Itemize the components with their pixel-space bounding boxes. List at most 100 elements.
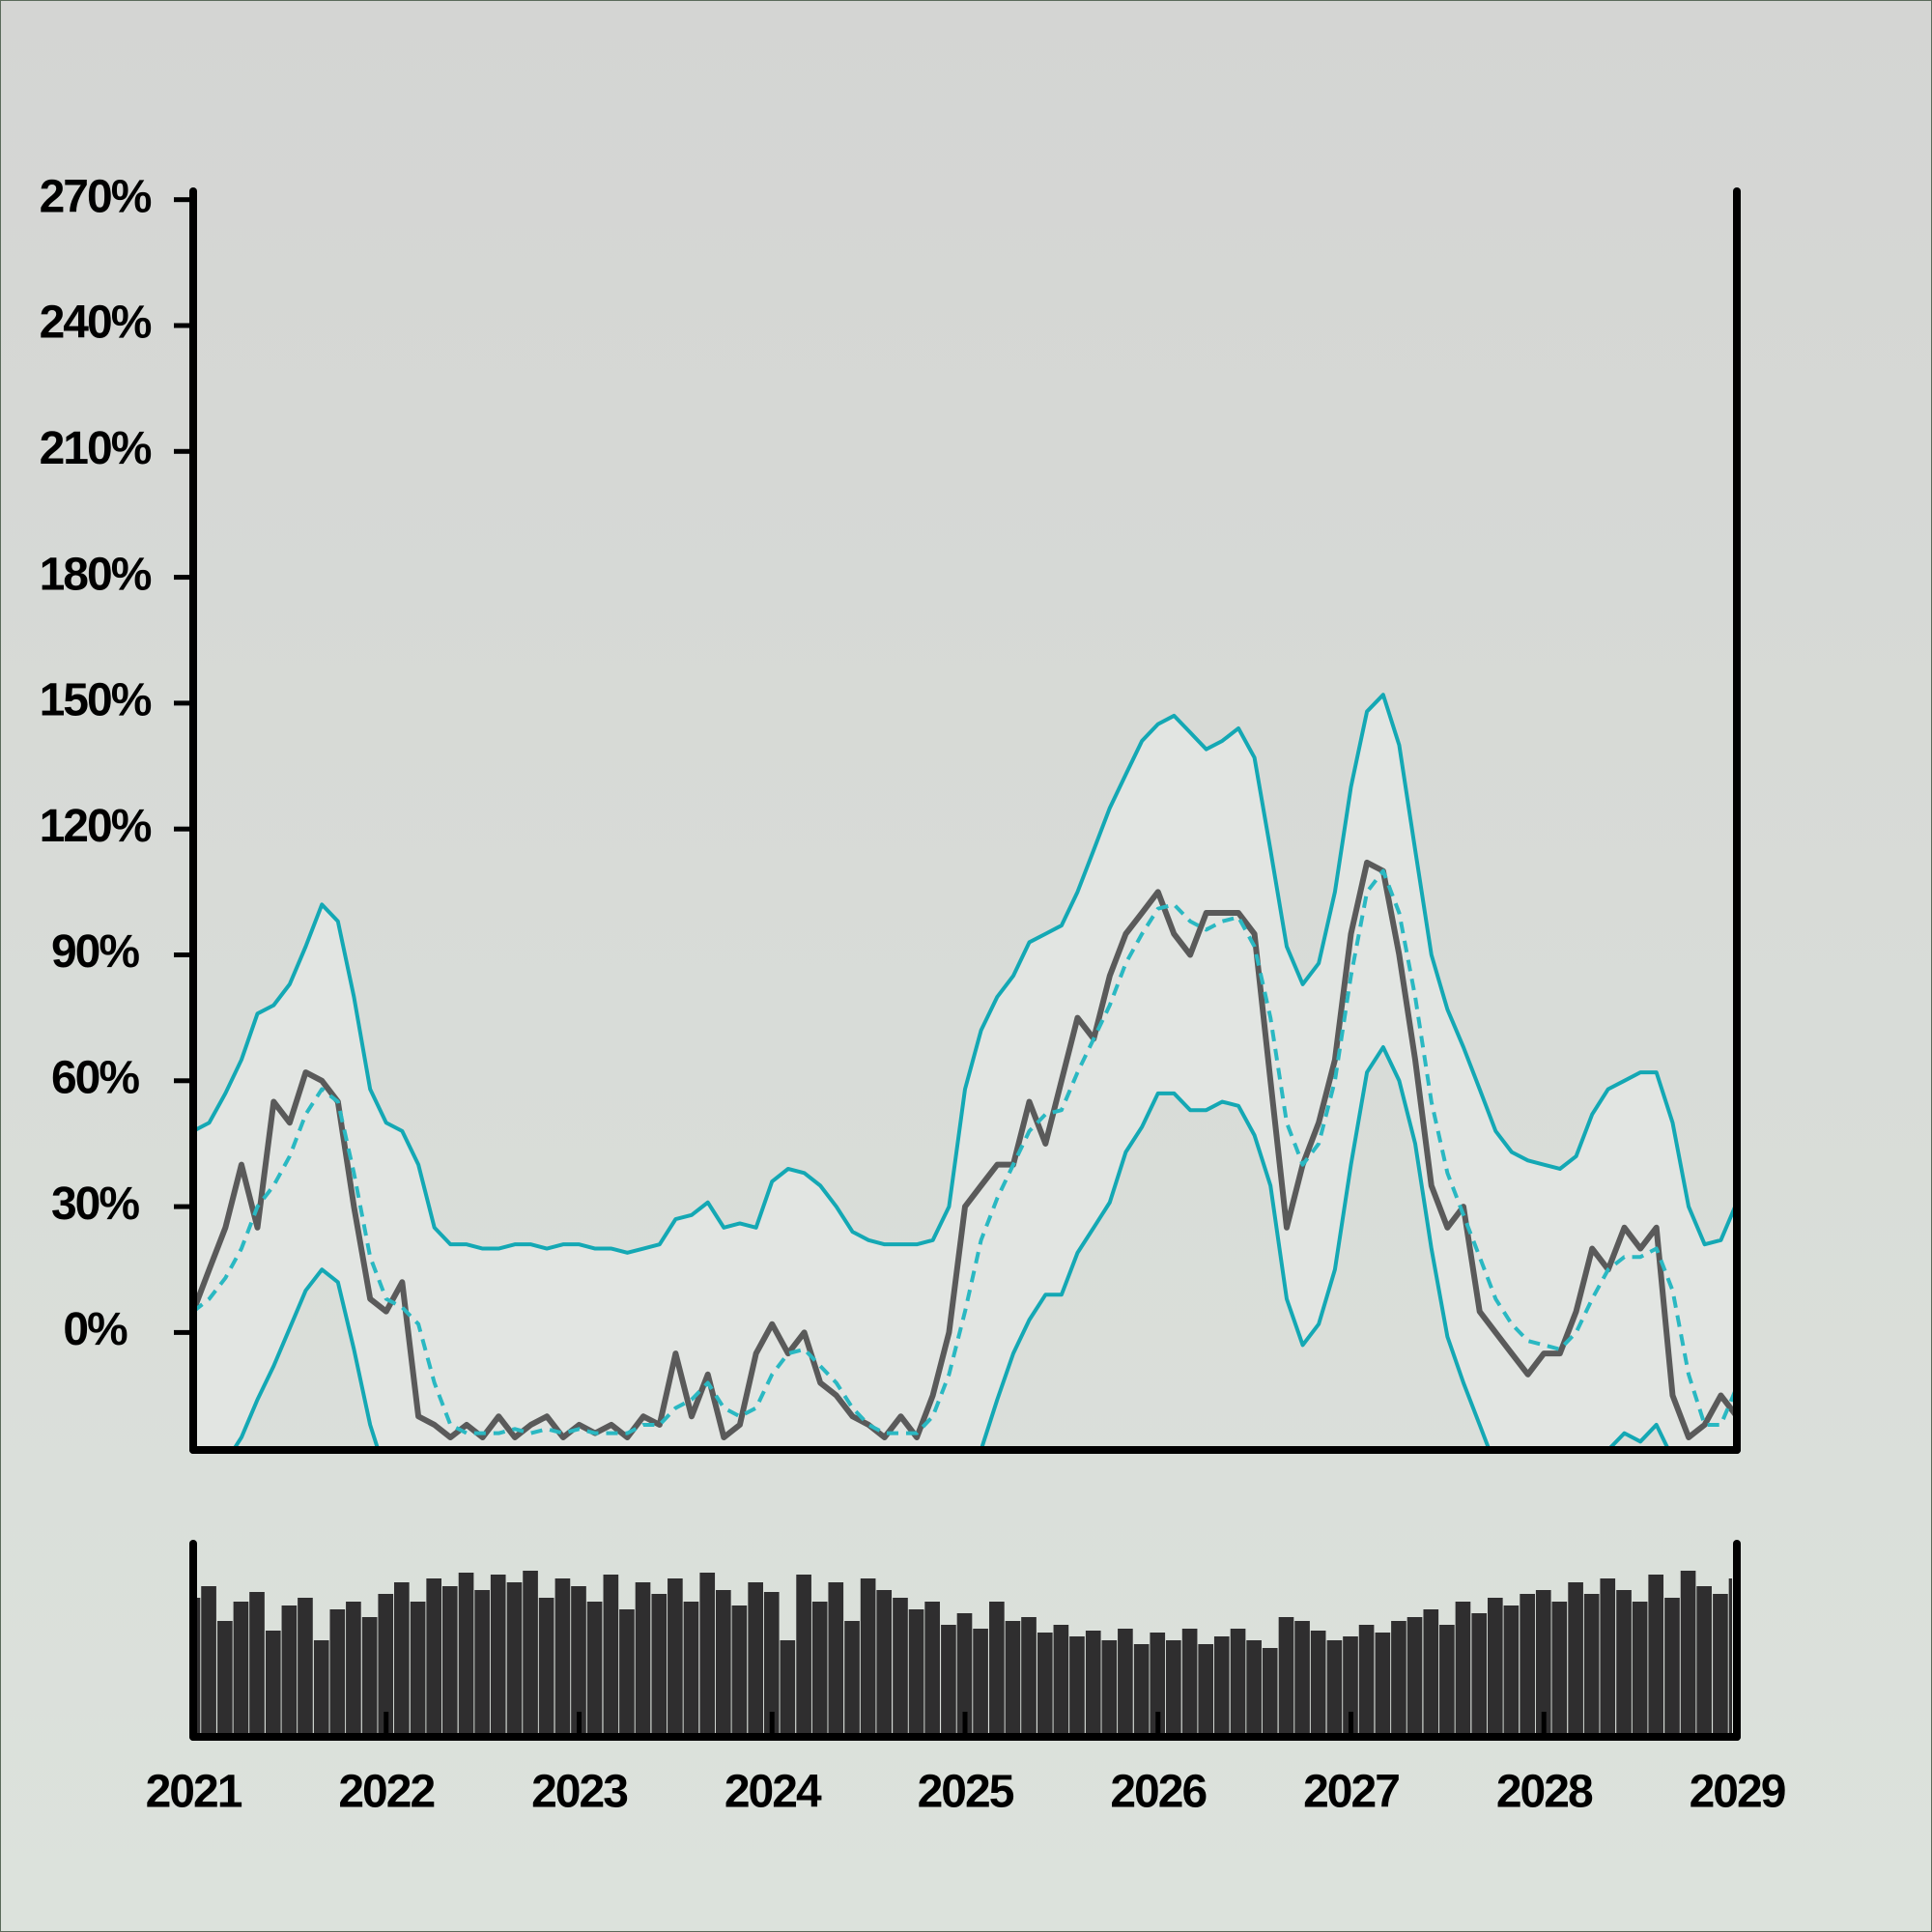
y-tick-label: 0% — [63, 1304, 128, 1355]
volume-bar — [361, 1617, 378, 1737]
volume-bar — [281, 1605, 298, 1737]
volume-bar — [1181, 1629, 1198, 1737]
volume-bar — [201, 1586, 216, 1737]
volume-bar — [1439, 1625, 1455, 1737]
volume-bar — [1520, 1594, 1535, 1737]
volume-bar — [1568, 1582, 1583, 1737]
y-tick-label: 210% — [40, 423, 152, 474]
volume-bar — [1632, 1602, 1648, 1737]
volume-bar — [506, 1582, 523, 1737]
volume-bar — [233, 1602, 249, 1737]
volume-bar — [490, 1575, 506, 1737]
volume-bar — [956, 1613, 973, 1737]
volume-bar — [1198, 1644, 1214, 1737]
volume-bar — [571, 1586, 586, 1737]
volume-bar — [523, 1571, 538, 1737]
volume-bar — [1503, 1605, 1520, 1737]
volume-bar — [1375, 1633, 1391, 1737]
volume-bar — [378, 1594, 394, 1737]
volume-bar — [313, 1640, 329, 1737]
volume-bar — [474, 1590, 490, 1737]
y-tick-label: 180% — [40, 549, 152, 600]
volume-bar — [1680, 1571, 1696, 1737]
volume-bar — [1213, 1636, 1230, 1737]
x-tick-label: 2022 — [338, 1767, 434, 1818]
y-tick-label: 240% — [40, 298, 152, 349]
volume-bar — [619, 1609, 635, 1737]
volume-bar — [1648, 1575, 1664, 1737]
volume-bar — [908, 1609, 924, 1737]
volume-bar — [1487, 1598, 1503, 1737]
volume-bar — [715, 1590, 731, 1737]
volume-bar — [1262, 1648, 1278, 1737]
x-tick-label: 2023 — [531, 1767, 627, 1818]
y-tick-label: 30% — [51, 1179, 139, 1230]
y-tick-label: 120% — [40, 801, 152, 852]
volume-bar — [1005, 1621, 1021, 1737]
volume-bar — [1696, 1586, 1712, 1737]
volume-bar — [603, 1575, 619, 1737]
volume-bar — [394, 1582, 410, 1737]
volume-bar — [217, 1621, 233, 1737]
volume-bar — [651, 1594, 668, 1737]
volume-bar — [1343, 1636, 1358, 1737]
volume-bar — [249, 1592, 265, 1737]
y-tick-label: 150% — [40, 675, 152, 726]
volume-bar — [1053, 1625, 1069, 1737]
volume-bar — [1616, 1590, 1632, 1737]
volume-bar — [1471, 1613, 1488, 1737]
volume-bar — [1455, 1602, 1471, 1737]
volume-bar — [1551, 1602, 1568, 1737]
volume-bar — [1230, 1629, 1246, 1737]
volume-bar — [329, 1609, 346, 1737]
y-tick-label: 60% — [51, 1052, 139, 1103]
volume-bar — [844, 1621, 860, 1737]
volume-bar — [1600, 1578, 1616, 1737]
volume-bar — [780, 1640, 796, 1737]
volume-bar — [1713, 1594, 1728, 1737]
volume-bar — [1583, 1594, 1600, 1737]
volume-bar — [1069, 1636, 1085, 1737]
volume-bar — [1310, 1631, 1326, 1737]
volume-bar — [298, 1598, 313, 1737]
volume-bar — [941, 1625, 956, 1737]
volume-bar — [731, 1605, 748, 1737]
x-tick-label: 2026 — [1110, 1767, 1206, 1818]
volume-bar — [426, 1578, 442, 1737]
volume-bar — [1664, 1598, 1680, 1737]
lower-line — [231, 1045, 1671, 1450]
volume-bar — [1406, 1617, 1423, 1737]
x-tick-label: 2029 — [1690, 1767, 1785, 1818]
volume-bar — [1728, 1578, 1732, 1737]
volume-bar — [1294, 1621, 1310, 1737]
volume-bar — [197, 1598, 201, 1737]
volume-bar — [1085, 1631, 1101, 1737]
middle-line — [193, 868, 1737, 1435]
volume-bar — [441, 1586, 458, 1737]
volume-bar — [683, 1602, 699, 1737]
volume-bar — [876, 1590, 893, 1737]
upper-line — [193, 693, 1737, 1255]
volume-bar — [924, 1602, 940, 1737]
x-tick-label: 2028 — [1496, 1767, 1593, 1818]
volume-bar — [796, 1575, 811, 1737]
x-tick-label: 2027 — [1303, 1767, 1399, 1818]
volume-bar — [1021, 1617, 1037, 1737]
y-tick-label: 270% — [40, 171, 152, 222]
volume-bar — [1101, 1640, 1118, 1737]
volume-bar — [828, 1582, 844, 1737]
x-tick-label: 2024 — [724, 1767, 822, 1818]
volume-bar — [554, 1578, 571, 1737]
volume-bar — [748, 1582, 763, 1737]
volume-bar — [699, 1573, 716, 1737]
volume-bar — [860, 1578, 876, 1737]
volume-bar — [1326, 1640, 1343, 1737]
plot-area — [193, 693, 1737, 1450]
x-tick-label: 2021 — [146, 1767, 242, 1818]
volume-bar — [1358, 1625, 1375, 1737]
volume-bar — [973, 1629, 988, 1737]
volume-bar — [586, 1602, 603, 1737]
volume-bar — [1150, 1633, 1166, 1737]
volume-bar — [1423, 1609, 1439, 1737]
